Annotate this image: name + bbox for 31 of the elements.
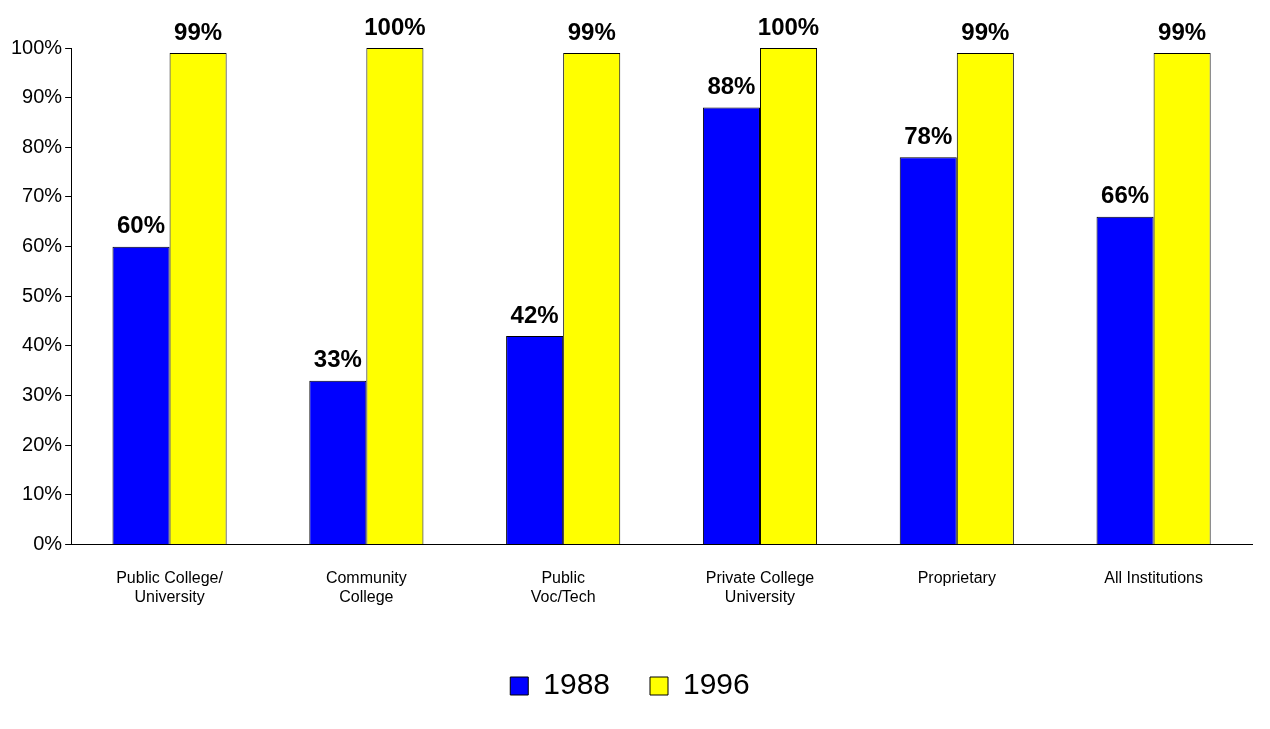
data-label: 60% bbox=[117, 211, 166, 239]
data-label: 99% bbox=[961, 17, 1010, 45]
y-tick-label: 60% bbox=[22, 234, 63, 257]
y-tick-label: 10% bbox=[22, 482, 63, 505]
y-tick-label: 50% bbox=[22, 283, 63, 306]
data-label: 88% bbox=[707, 72, 756, 100]
legend-label: 1988 bbox=[543, 667, 611, 701]
x-tick-label: Public Voc/Tech bbox=[530, 568, 596, 605]
y-tick-label: 90% bbox=[22, 85, 63, 108]
y-tick-label: 0% bbox=[33, 532, 63, 555]
data-label: 99% bbox=[174, 17, 223, 45]
data-label: 66% bbox=[1101, 181, 1150, 209]
x-tick-label: Proprietary bbox=[917, 568, 996, 586]
y-tick-label: 30% bbox=[22, 383, 63, 406]
y-tick-label: 100% bbox=[11, 35, 63, 58]
data-label: 100% bbox=[364, 12, 426, 40]
y-tick-label: 20% bbox=[22, 432, 63, 455]
data-label: 33% bbox=[313, 345, 362, 373]
data-label: 78% bbox=[904, 121, 953, 149]
legend-label: 1996 bbox=[683, 667, 750, 701]
data-label: 42% bbox=[510, 300, 559, 328]
data-label: 99% bbox=[567, 17, 616, 45]
x-tick-label: Public College/ University bbox=[116, 568, 224, 605]
x-tick-label: All Institutions bbox=[1104, 568, 1203, 586]
data-label: 100% bbox=[757, 12, 820, 40]
y-tick-label: 70% bbox=[22, 184, 63, 207]
y-tick-label: 80% bbox=[22, 134, 63, 157]
y-tick-label: 40% bbox=[22, 333, 63, 356]
data-label: 99% bbox=[1158, 17, 1207, 45]
x-tick-label: Community College bbox=[325, 568, 407, 605]
x-tick-label: Private College University bbox=[705, 568, 815, 605]
